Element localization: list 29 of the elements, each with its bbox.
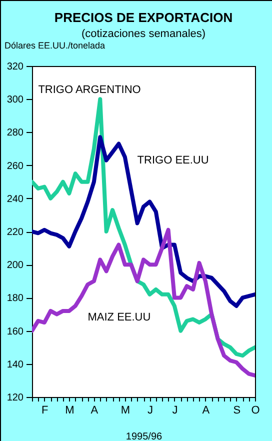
series-label: TRIGO ARGENTINO [38,84,142,96]
y-tick-label: 220 [6,227,24,238]
x-tick-label: J [147,404,153,416]
x-tick-label: F [42,404,49,416]
series-label: TRIGO EE.UU [137,154,209,166]
series-label: MAIZ EE.UU [88,312,151,324]
y-tick-label: 300 [6,94,24,106]
y-tick-label: 180 [6,293,24,304]
y-tick-label: 160 [6,326,24,338]
x-tick-label: O [251,404,260,416]
y-tick-label: 200 [6,260,24,272]
y-axis-title: Dólares EE.UU./tonelada [4,40,106,50]
y-tick-label: 120 [6,392,24,404]
y-tick-label: 260 [6,160,24,172]
y-tick-label: 320 [6,62,24,72]
x-tick-label: A [90,404,99,416]
line-series [32,228,255,378]
x-tick-label: J [172,404,178,416]
chart-title: PRECIOS DE EXPORTACION [54,10,233,25]
y-tick-label: 240 [6,194,24,205]
x-tick-label: A [202,404,210,416]
x-tick-label: S [233,404,241,416]
y-tick-label: 280 [6,128,24,139]
x-tick-label: M [65,404,74,416]
y-tick-label: 140 [6,359,24,370]
x-tick-label: M [120,404,130,416]
chart-subtitle: (cotizaciones semanales) [81,28,206,40]
x-axis-title: 1995/96 [126,432,163,441]
line-series [32,135,255,308]
